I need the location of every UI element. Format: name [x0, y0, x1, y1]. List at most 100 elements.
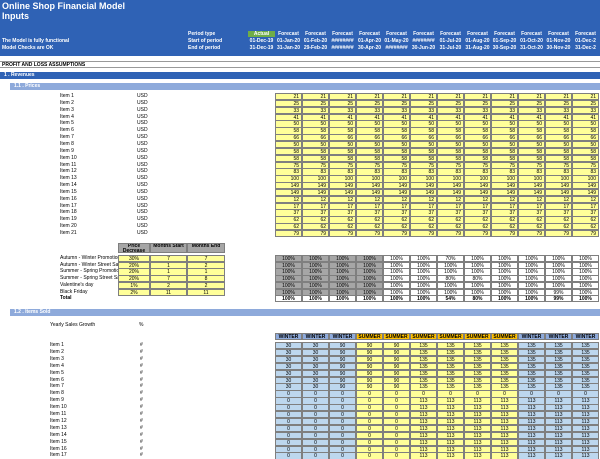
period-cell: Actual	[248, 31, 275, 37]
period-cell: Forecast	[494, 31, 515, 37]
sold-cell: 135	[545, 383, 572, 391]
item-name: Item 17	[60, 202, 77, 209]
promo-factor: 100%	[518, 288, 545, 296]
sold-cell: 90	[356, 383, 383, 391]
price-cell: 37	[437, 209, 464, 217]
promo-factor: 100%	[329, 261, 356, 269]
sold-cell: 113	[572, 411, 599, 419]
price-cell: 75	[410, 161, 437, 169]
price-cell: 75	[545, 161, 572, 169]
price-cell: 66	[518, 134, 545, 142]
promo-factor: 100%	[356, 261, 383, 269]
season-header: WINTER	[329, 333, 356, 340]
price-cell: 83	[302, 168, 329, 176]
sold-cell: 0	[383, 445, 410, 453]
sold-cell: 113	[464, 417, 491, 426]
price-cell: 12	[356, 195, 383, 204]
promo-input: 11	[150, 288, 187, 296]
period-cell: Forecast	[386, 31, 407, 37]
price-cell: 58	[464, 154, 491, 162]
price-cell: 50	[329, 120, 356, 128]
price-cell: 83	[545, 168, 572, 176]
row-label: End of period	[188, 45, 221, 51]
sold-cell: 0	[302, 390, 329, 398]
price-cell: 50	[491, 120, 518, 128]
price-cell: 37	[491, 209, 518, 217]
price-cell: 17	[383, 202, 410, 210]
price-cell: 62	[329, 223, 356, 231]
price-cell: 75	[437, 161, 464, 169]
unit: #	[140, 362, 143, 369]
price-cell: 75	[302, 161, 329, 169]
price-cell: 75	[275, 161, 302, 169]
item-name: Item 17	[50, 452, 67, 459]
section-title: PROFIT AND LOSS ASSUMPTIONS	[0, 61, 600, 68]
promo-factor: 80%	[437, 275, 464, 283]
price-cell: 79	[356, 230, 383, 238]
price-cell: 58	[356, 147, 383, 156]
price-cell: 12	[491, 195, 518, 204]
unit: USD	[137, 113, 148, 120]
price-cell: 83	[383, 168, 410, 176]
price-cell: 149	[572, 188, 599, 197]
price-cell: 41	[329, 113, 356, 121]
sold-cell: 135	[410, 342, 437, 350]
promo-header: Price Decrease	[118, 243, 150, 253]
sold-cell: 113	[464, 404, 491, 412]
unit: #	[140, 452, 143, 459]
price-cell: 41	[302, 113, 329, 121]
price-cell: 33	[437, 106, 464, 115]
unit: USD	[137, 120, 148, 127]
promo-factor: 100%	[572, 288, 599, 296]
price-cell: 83	[518, 168, 545, 176]
price-cell: 25	[572, 99, 599, 108]
price-cell: 58	[410, 147, 437, 156]
sold-cell: 90	[356, 376, 383, 384]
sold-cell: 113	[410, 438, 437, 446]
season-header: SUMMER	[464, 333, 491, 340]
promo-factor: 100%	[410, 288, 437, 296]
price-cell: 79	[572, 230, 599, 238]
sold-cell: 0	[410, 390, 437, 398]
promo-factor: 100%	[572, 268, 599, 276]
promo-factor: 100%	[491, 268, 518, 276]
promo-factor: 100%	[545, 268, 572, 276]
price-cell: 25	[437, 99, 464, 108]
promo-input: 20%	[118, 268, 150, 276]
price-cell: 12	[572, 195, 599, 204]
promo-input: 20%	[118, 275, 150, 283]
period-cell: Forecast	[440, 31, 461, 37]
price-cell: 25	[545, 99, 572, 108]
promo-factor: 100%	[383, 288, 410, 296]
price-cell: 41	[383, 113, 410, 121]
promo-factor: 100%	[464, 261, 491, 269]
price-cell: 21	[383, 93, 410, 101]
sold-cell: 113	[410, 445, 437, 453]
unit: #	[140, 376, 143, 383]
promo-factor: 100%	[464, 255, 491, 263]
price-cell: 62	[410, 223, 437, 231]
period-cell: 31-Jan-20	[276, 45, 301, 51]
sold-cell: 0	[329, 404, 356, 412]
item-name: Item 2	[50, 348, 64, 355]
price-cell: 62	[356, 223, 383, 231]
promo-factor: 100%	[410, 275, 437, 283]
price-cell: 100	[518, 175, 545, 183]
price-cell: 62	[437, 223, 464, 231]
sold-cell: 90	[356, 342, 383, 350]
price-cell: 50	[383, 120, 410, 128]
price-cell: 33	[572, 106, 599, 115]
price-cell: 58	[545, 127, 572, 135]
price-cell: 149	[356, 188, 383, 197]
sold-cell: 135	[545, 342, 572, 350]
period-cell: 30-Nov-20	[546, 45, 571, 51]
price-cell: 50	[464, 120, 491, 128]
price-cell: 21	[491, 93, 518, 101]
sold-cell: 0	[329, 390, 356, 398]
sold-cell: 0	[302, 424, 329, 433]
promo-factor: 100%	[545, 275, 572, 283]
sold-cell: 135	[518, 348, 545, 357]
sold-cell: 135	[518, 376, 545, 384]
price-cell: 62	[302, 223, 329, 231]
period-cell: 01-Dec-19	[249, 38, 274, 44]
